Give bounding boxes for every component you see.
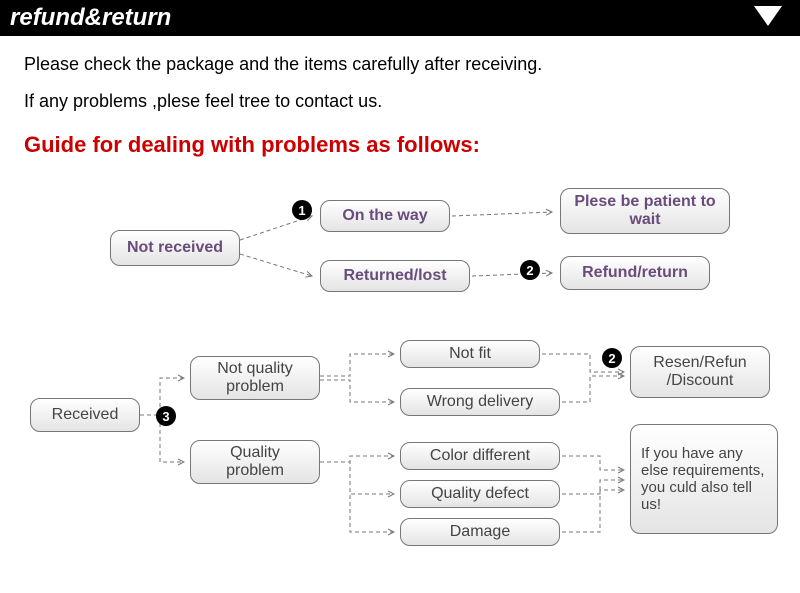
- node-damage: Damage: [400, 518, 560, 546]
- edge-returnedLost-to-refundReturn: [472, 273, 552, 276]
- node-pleaseWait: Plese be patient to wait: [560, 188, 730, 234]
- edge-quality-to-colorDiff: [320, 456, 394, 462]
- badge-b2: 2: [520, 260, 540, 280]
- node-wrongDel: Wrong delivery: [400, 388, 560, 416]
- header-bar: refund&return: [0, 0, 800, 36]
- edge-onTheWay-to-pleaseWait: [452, 212, 552, 216]
- node-colorDiff: Color different: [400, 442, 560, 470]
- edge-quality-to-damage: [320, 462, 394, 532]
- edge-notQuality-to-notFit: [320, 354, 394, 376]
- header-title: refund&return: [10, 4, 171, 31]
- node-quality: Quality problem: [190, 440, 320, 484]
- edge-wrongDel-to-resend: [562, 376, 624, 402]
- badge-b4: 2: [602, 348, 622, 368]
- intro-block: Please check the package and the items c…: [0, 36, 800, 132]
- edge-notReceived-to-returnedLost: [240, 254, 312, 276]
- node-qualDefect: Quality defect: [400, 480, 560, 508]
- arrow-down-icon: [754, 6, 782, 26]
- node-notQuality: Not quality problem: [190, 356, 320, 400]
- node-notFit: Not fit: [400, 340, 540, 368]
- edge-quality-to-qualDefect: [320, 462, 394, 494]
- node-received: Received: [30, 398, 140, 432]
- node-onTheWay: On the way: [320, 200, 450, 232]
- badge-b1: 1: [292, 200, 312, 220]
- intro-line1: Please check the package and the items c…: [24, 54, 776, 75]
- node-elseReq: If you have any else requirements, you c…: [630, 424, 778, 534]
- node-refundReturn: Refund/return: [560, 256, 710, 290]
- edge-qualDefect-to-elseReq: [562, 480, 624, 494]
- flowchart-canvas: Not received On the way Returned/lost Plese…: [0, 170, 800, 593]
- node-returnedLost: Returned/lost: [320, 260, 470, 292]
- guide-title: Guide for dealing with problems as follo…: [0, 132, 800, 164]
- node-notReceived: Not received: [110, 230, 240, 266]
- edge-notQuality-to-wrongDel: [320, 380, 394, 402]
- node-resend: Resen/Refun /Discount: [630, 346, 770, 398]
- badge-b3: 3: [156, 406, 176, 426]
- edge-colorDiff-to-elseReq: [562, 456, 624, 470]
- edge-damage-to-elseReq: [562, 490, 624, 532]
- intro-line2: If any problems ,plese feel tree to cont…: [24, 91, 776, 112]
